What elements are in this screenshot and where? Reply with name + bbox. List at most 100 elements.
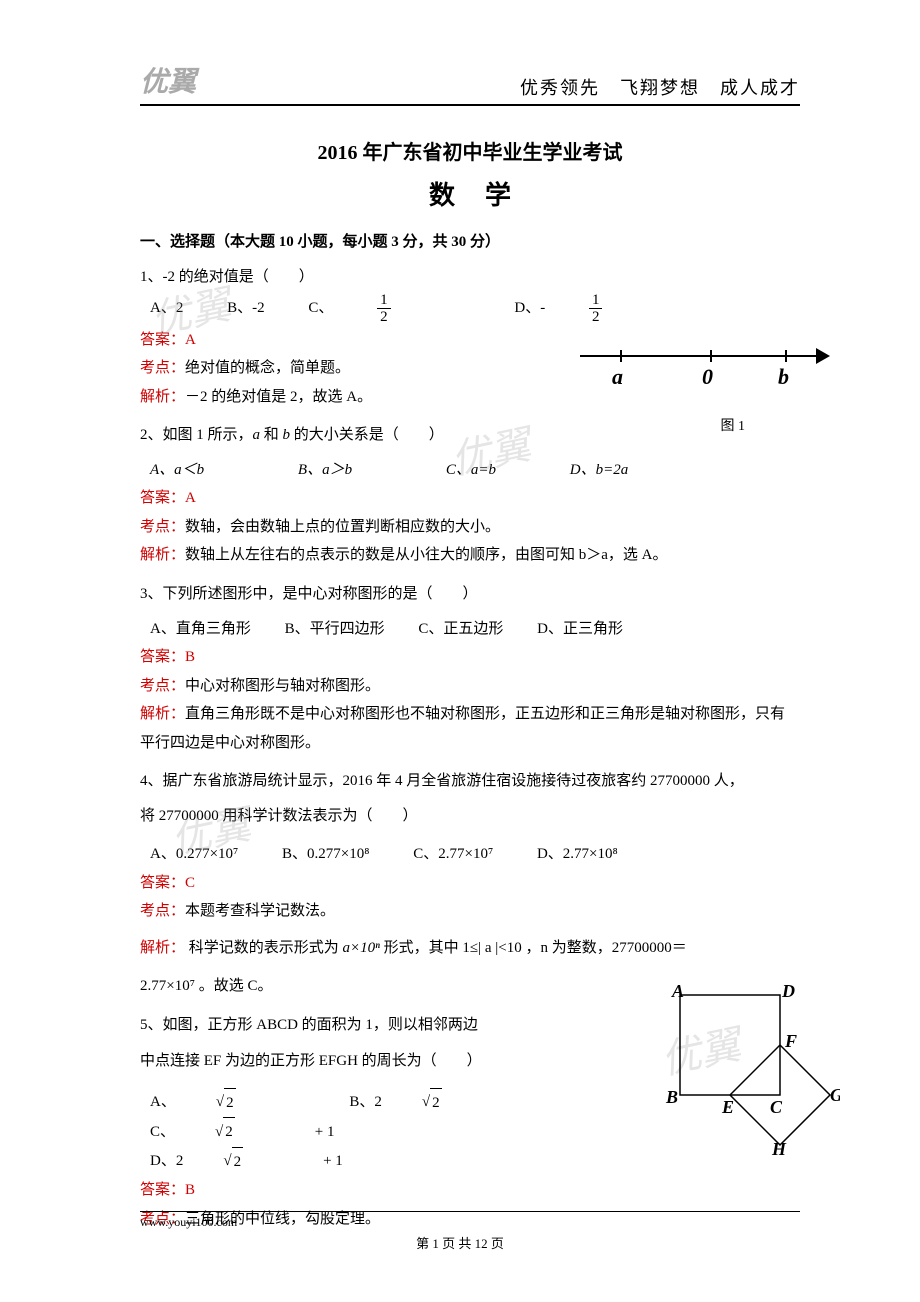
figure-geometry: A D B C E F G H [650,985,840,1155]
geo-label-h: H [771,1139,787,1155]
q5-options: A、 2 B、22 C、 2 + 1 D、2 2 + 1 [150,1088,620,1177]
frac-den: 2 [589,309,603,326]
question-5: 5、如图，正方形 ABCD 的面积为 1，则以相邻两边 中点连接 EF 为边的正… [140,1011,620,1234]
jx-cond: 1≤| a |<10 [462,940,521,956]
kp-text: 中心对称图形与轴对称图形。 [185,678,380,694]
jx-text: 科学记数的表示形式为 [189,940,343,956]
q3-opt-c: C、正五边形 [418,615,503,644]
q5-stem2: 中点连接 EF 为边的正方形 EFGH 的周长为（ ） [140,1047,620,1076]
q2-stem-pre: 2、如图 1 所示， [140,427,253,443]
q4-opt-c: C、2.77×10⁷ [413,840,493,869]
sqrt-body: 2 [232,1147,244,1177]
q2-opt-c: C、a=b [446,456,496,485]
frac-num: 1 [589,292,603,310]
q4-opt-d: D、2.77×10⁸ [537,840,618,869]
q4-stem2: 将 27700000 用科学计数法表示为（ ） [140,802,800,831]
motto: 优秀领先 飞翔梦想 成人成才 [520,74,800,100]
frac-den: 2 [377,309,391,326]
jx-label: 解析： [140,940,185,956]
jx-text: 。故选 C。 [199,978,273,994]
q2-opt-a: A、a＜b [150,456,204,485]
q5-opt-a: A、 2 [150,1088,316,1118]
q4-kp: 考点：本题考查科学记数法。 [140,897,800,926]
q1-c-prefix: C、 [308,294,333,323]
q2-answer: 答案：A [140,484,800,513]
jx-label: 解析： [140,547,185,563]
numline-arrow-icon [816,348,830,364]
q2-stem-mid: 和 [260,427,283,443]
kp-text: 数轴，会由数轴上点的位置判断相应数的大小。 [185,519,500,535]
kp-label: 考点： [140,519,185,535]
q1-options: A、2 B、-2 C、 12 D、- 12 [150,292,800,326]
geo-label-b: B [665,1087,678,1107]
q4-options: A、0.277×10⁷ B、0.277×10⁸ C、2.77×10⁷ D、2.7… [150,840,800,869]
question-3: 3、下列所述图形中，是中心对称图形的是（ ） A、直角三角形 B、平行四边形 C… [140,580,800,757]
q2-kp: 考点：数轴，会由数轴上点的位置判断相应数的大小。 [140,513,800,542]
numline-label-0: 0 [702,364,713,390]
jx-label: 解析： [140,706,185,722]
geo-label-f: F [784,1031,797,1051]
opt-suffix: + 1 [323,1147,343,1176]
sqrt-body: 2 [224,1088,236,1118]
opt-prefix: A、 [150,1088,176,1117]
geo-label-d: D [781,985,795,1001]
frac-num: 1 [377,292,391,310]
kp-label: 考点： [140,678,185,694]
q3-options: A、直角三角形 B、平行四边形 C、正五边形 D、正三角形 [150,614,800,643]
q2-opt-d: D、b=2a [570,456,628,485]
logo: 优翼 [140,60,196,100]
q2-opt-b: B、a＞b [298,456,352,485]
q1-opt-a: A、2 [150,294,183,323]
geo-label-g: G [830,1085,840,1105]
q5-stem1: 5、如图，正方形 ABCD 的面积为 1，则以相邻两边 [140,1011,620,1040]
kp-text: 绝对值的概念，简单题。 [185,360,350,376]
jx-text: 形式，其中 [384,940,463,956]
q3-opt-a: A、直角三角形 [150,615,251,644]
page-header: 优翼 优秀领先 飞翔梦想 成人成才 [140,60,800,106]
jx-label: 解析： [140,389,185,405]
q2-stem-post: 的大小关系是（ ） [290,427,444,443]
q3-opt-d: D、正三角形 [537,615,623,644]
exam-title: 2016 年广东省初中毕业生学业考试 [140,136,800,165]
q5-opt-b: B、22 [349,1088,521,1118]
jx-text: ，n 为整数，27700000＝ [526,940,687,956]
geo-label-e: E [721,1097,734,1117]
numline-label-b: b [778,364,789,390]
q3-opt-b: B、平行四边形 [285,615,385,644]
q5-opt-d: D、2 2 + 1 [150,1147,383,1177]
q4-jx: 解析： 科学记数的表示形式为 a×10ⁿ 形式，其中 1≤| a |<10 ，n… [140,934,800,963]
q2-a: a [253,427,261,443]
opt-suffix: + 1 [315,1118,335,1147]
figure-numberline: a 0 b [580,340,830,390]
sqrt-body: 2 [223,1117,235,1147]
question-2: 2、如图 1 所示，a 和 b 的大小关系是（ ） A、a＜b B、a＞b C、… [140,421,800,570]
numline-tick [785,350,787,362]
q4-opt-a: A、0.277×10⁷ [150,840,238,869]
footer-url: www.youyi100.com [140,1215,237,1230]
q2-options: A、a＜b B、a＞b C、a=b D、b=2a [150,456,800,485]
subject-title: 数学 [140,175,800,212]
kp-label: 考点： [140,360,185,376]
figure1-caption: 图 1 [721,415,746,435]
q2-b: b [283,427,291,443]
q1-opt-c: C、 12 [308,292,470,326]
opt-prefix: D、2 [150,1147,183,1176]
kp-text: 本题考查科学记数法。 [185,903,335,919]
footer-page: 第 1 页 共 12 页 [0,1233,920,1252]
q4-answer: 答案：C [140,869,800,898]
q3-stem: 3、下列所述图形中，是中心对称图形的是（ ） [140,580,800,609]
q1-d-prefix: D、- [514,294,545,323]
q4-stem1: 4、据广东省旅游局统计显示，2016 年 4 月全省旅游住宿设施接待过夜旅客约 … [140,767,800,796]
jx-text: 2.77×10⁷ [140,978,195,994]
opt-prefix: C、 [150,1118,175,1147]
q5-opt-c: C、 2 + 1 [150,1117,374,1147]
opt-prefix: B、2 [349,1088,382,1117]
footer-divider [140,1211,800,1212]
kp-label: 考点： [140,903,185,919]
q2-jx: 解析：数轴上从左往右的点表示的数是从小往大的顺序，由图可知 b＞a，选 A。 [140,541,800,570]
section-heading: 一、选择题（本大题 10 小题，每小题 3 分，共 30 分） [140,230,800,251]
q5-answer: 答案：B [140,1176,620,1205]
q1-stem: 1、-2 的绝对值是（ ） [140,263,800,292]
geo-label-a: A [671,985,684,1001]
q3-answer: 答案：B [140,643,800,672]
